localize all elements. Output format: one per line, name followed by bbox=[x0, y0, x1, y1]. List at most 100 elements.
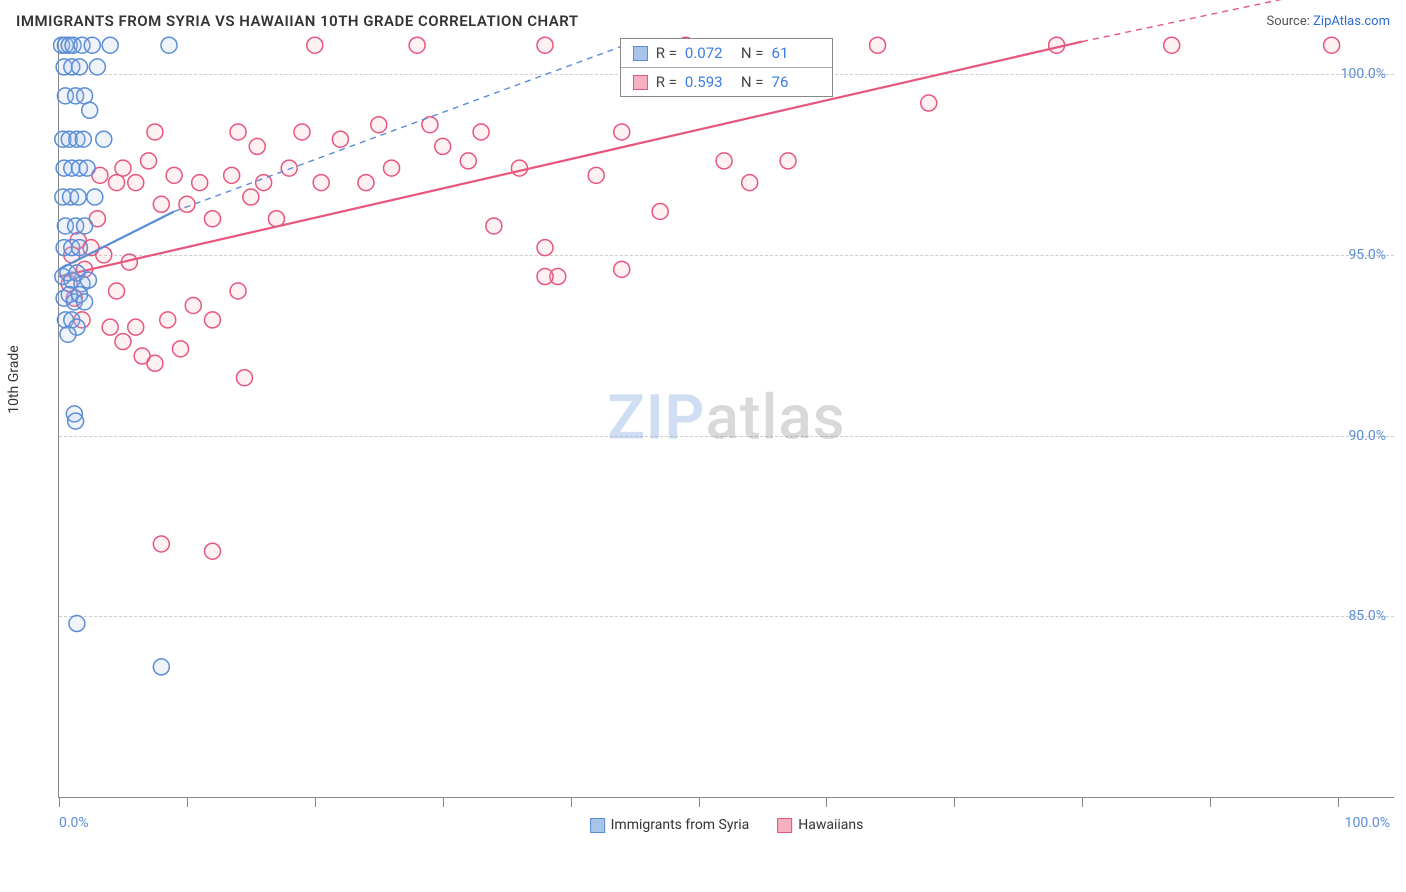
r-value-hawaiian: 0.593 bbox=[685, 73, 733, 91]
swatch-hawaiian-icon bbox=[777, 818, 792, 833]
scatter-point bbox=[160, 312, 176, 328]
r-label: R = bbox=[656, 73, 677, 91]
scatter-point bbox=[71, 59, 87, 75]
x-tick bbox=[954, 797, 955, 807]
chart-title: IMMIGRANTS FROM SYRIA VS HAWAIIAN 10TH G… bbox=[16, 12, 579, 30]
scatter-point bbox=[294, 124, 310, 140]
r-label: R = bbox=[656, 44, 677, 62]
scatter-point bbox=[77, 294, 93, 310]
scatter-point bbox=[102, 37, 118, 53]
scatter-point bbox=[230, 283, 246, 299]
corr-row-hawaiian: R = 0.593 N = 76 bbox=[621, 67, 832, 96]
n-value-hawaiian: 76 bbox=[772, 73, 820, 91]
correlation-legend: R = 0.072 N = 61 R = 0.593 N = 76 bbox=[620, 38, 833, 97]
scatter-point bbox=[371, 117, 387, 133]
scatter-point bbox=[153, 536, 169, 552]
scatter-point bbox=[1324, 37, 1340, 53]
scatter-point bbox=[115, 334, 131, 350]
scatter-point bbox=[870, 37, 886, 53]
scatter-point bbox=[204, 211, 220, 227]
scatter-point bbox=[185, 297, 201, 313]
scatter-point bbox=[537, 269, 553, 285]
swatch-syria-icon bbox=[590, 818, 605, 833]
r-value-syria: 0.072 bbox=[685, 44, 733, 62]
x-label-left: 0.0% bbox=[59, 815, 89, 831]
scatter-point bbox=[87, 189, 103, 205]
legend-bottom: Immigrants from Syria Hawaiians bbox=[590, 817, 864, 833]
y-axis-label: 10th Grade bbox=[6, 345, 22, 413]
scatter-point bbox=[1164, 37, 1180, 53]
scatter-point bbox=[69, 616, 85, 632]
source-label: Source: ZipAtlas.com bbox=[1266, 14, 1390, 29]
swatch-syria bbox=[633, 46, 648, 61]
x-tick bbox=[571, 797, 572, 807]
scatter-point bbox=[614, 124, 630, 140]
scatter-point bbox=[153, 659, 169, 675]
scatter-point bbox=[70, 189, 86, 205]
scatter-point bbox=[96, 131, 112, 147]
scatter-point bbox=[173, 341, 189, 357]
scatter-point bbox=[161, 37, 177, 53]
plot-region: ZIPatlas R = 0.072 N = 61 R = 0.593 N = … bbox=[58, 38, 1394, 798]
x-tick bbox=[826, 797, 827, 807]
scatter-point bbox=[780, 153, 796, 169]
scatter-point bbox=[109, 175, 125, 191]
scatter-point bbox=[84, 37, 100, 53]
scatter-point bbox=[716, 153, 732, 169]
x-tick bbox=[1082, 797, 1083, 807]
corr-row-syria: R = 0.072 N = 61 bbox=[621, 39, 832, 67]
scatter-point bbox=[614, 261, 630, 277]
source-link[interactable]: ZipAtlas.com bbox=[1313, 14, 1390, 29]
x-tick bbox=[187, 797, 188, 807]
scatter-point bbox=[147, 124, 163, 140]
legend-item-hawaiian: Hawaiians bbox=[777, 817, 863, 833]
legend-item-syria: Immigrants from Syria bbox=[590, 817, 750, 833]
scatter-point bbox=[82, 102, 98, 118]
scatter-point bbox=[77, 218, 93, 234]
chart-area: 10th Grade ZIPatlas R = 0.072 N = 61 R =… bbox=[12, 38, 1394, 858]
x-tick bbox=[699, 797, 700, 807]
scatter-point bbox=[358, 175, 374, 191]
scatter-point bbox=[68, 413, 84, 429]
scatter-point bbox=[166, 167, 182, 183]
scatter-point bbox=[147, 355, 163, 371]
x-label-right: 100.0% bbox=[1345, 815, 1390, 831]
scatter-point bbox=[224, 167, 240, 183]
x-tick bbox=[1338, 797, 1339, 807]
scatter-point bbox=[75, 131, 91, 147]
scatter-point bbox=[243, 189, 259, 205]
x-tick bbox=[443, 797, 444, 807]
n-label: N = bbox=[741, 44, 764, 62]
scatter-point bbox=[652, 203, 668, 219]
scatter-point bbox=[179, 196, 195, 212]
scatter-point bbox=[236, 370, 252, 386]
header: IMMIGRANTS FROM SYRIA VS HAWAIIAN 10TH G… bbox=[0, 0, 1406, 38]
scatter-point bbox=[128, 319, 144, 335]
scatter-point bbox=[71, 240, 87, 256]
scatter-point bbox=[384, 160, 400, 176]
scatter-point bbox=[128, 175, 144, 191]
scatter-point bbox=[307, 37, 323, 53]
scatter-point bbox=[409, 37, 425, 53]
n-value-syria: 61 bbox=[772, 44, 820, 62]
scatter-point bbox=[60, 326, 76, 342]
scatter-point bbox=[281, 160, 297, 176]
scatter-point bbox=[204, 543, 220, 559]
x-tick bbox=[59, 797, 60, 807]
scatter-point bbox=[102, 319, 118, 335]
legend-label-hawaiian: Hawaiians bbox=[798, 817, 863, 833]
scatter-point bbox=[230, 124, 246, 140]
scatter-point bbox=[473, 124, 489, 140]
scatter-point bbox=[79, 160, 95, 176]
scatter-point bbox=[313, 175, 329, 191]
x-tick bbox=[315, 797, 316, 807]
n-label: N = bbox=[741, 73, 764, 91]
scatter-point bbox=[332, 131, 348, 147]
scatter-point bbox=[115, 160, 131, 176]
scatter-point bbox=[486, 218, 502, 234]
trend-line bbox=[59, 42, 1082, 277]
x-tick bbox=[1210, 797, 1211, 807]
source-prefix: Source: bbox=[1266, 14, 1313, 29]
scatter-point bbox=[204, 312, 220, 328]
legend-label-syria: Immigrants from Syria bbox=[611, 817, 750, 833]
